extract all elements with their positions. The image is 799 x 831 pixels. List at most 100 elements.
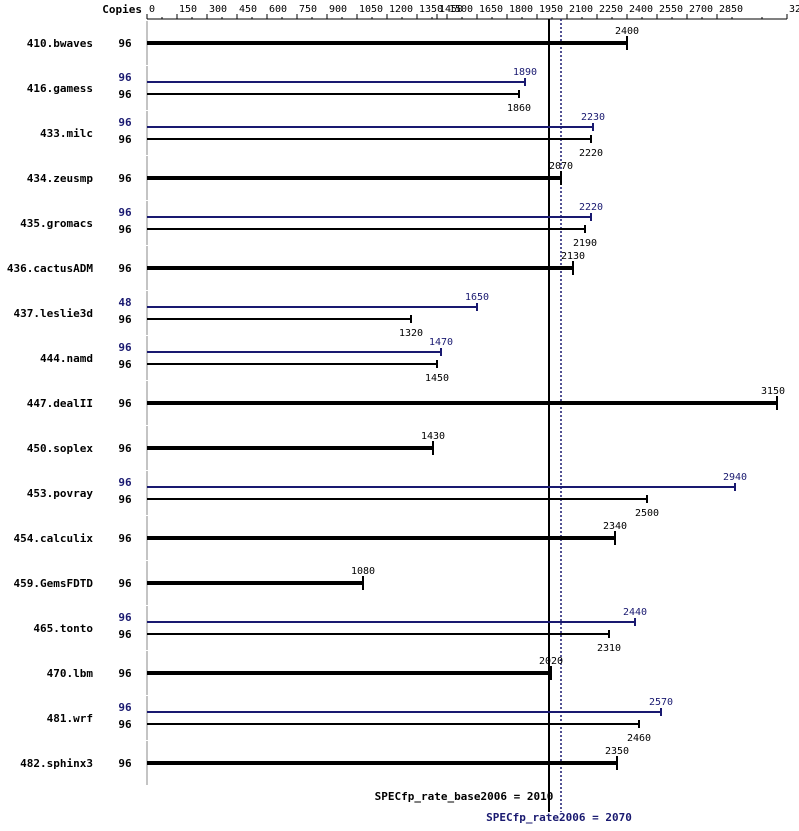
base-value-label: 1860 (507, 103, 531, 114)
base-value-label: 2350 (605, 746, 629, 757)
reference-lines (548, 19, 562, 812)
peak-copies-label: 96 (118, 701, 132, 714)
x-tick-label: 1050 (359, 4, 383, 15)
base-value-label: 3150 (761, 386, 785, 397)
peak-copies-label: 96 (118, 116, 132, 129)
benchmark-name: 482.sphinx3 (20, 757, 93, 770)
benchmark-row: 481.wrf 96 2570 96 2460 (47, 696, 673, 744)
x-tick-label: 2250 (599, 4, 623, 15)
benchmark-name: 465.tonto (33, 622, 93, 635)
benchmark-name: 450.soplex (27, 442, 94, 455)
base-value-label: 1080 (351, 566, 375, 577)
x-tick-label: 1650 (479, 4, 503, 15)
base-value-label: 1450 (425, 373, 449, 384)
benchmark-row: 459.GemsFDTD 96 1080 (14, 561, 375, 605)
base-value-label: 2190 (573, 238, 597, 249)
benchmark-row: 435.gromacs 96 2220 96 2190 (20, 201, 603, 249)
base-value-label: 1320 (399, 328, 423, 339)
benchmark-name: 436.cactusADM (7, 262, 93, 275)
base-copies-label: 96 (118, 532, 132, 545)
copies-header: Copies (102, 3, 142, 16)
base-value-label: 2130 (561, 251, 585, 262)
base-copies-label: 96 (118, 133, 132, 146)
benchmark-row: 433.milc 96 2230 96 2220 (40, 111, 605, 159)
base-value-label: 2460 (627, 733, 651, 744)
base-copies-label: 96 (118, 718, 132, 731)
peak-value-label: 1650 (465, 292, 489, 303)
x-tick-label: 1800 (509, 4, 533, 15)
benchmark-name: 447.dealII (27, 397, 93, 410)
peak-copies-label: 96 (118, 341, 132, 354)
benchmark-name: 416.gamess (27, 82, 93, 95)
base-value-label: 2340 (603, 521, 627, 532)
base-copies-label: 96 (118, 628, 132, 641)
base-value-label: 2070 (549, 161, 573, 172)
benchmark-row: 444.namd 96 1470 96 1450 (40, 336, 453, 384)
base-value-label: 2310 (597, 643, 621, 654)
peak-value-label: 1890 (513, 67, 537, 78)
benchmark-row: 454.calculix 96 2340 (14, 516, 627, 560)
x-tick-label: 1200 (389, 4, 413, 15)
peak-value-label: 1470 (429, 337, 453, 348)
benchmark-name: 410.bwaves (27, 37, 93, 50)
base-summary-label: SPECfp_rate_base2006 = 2010 (375, 790, 554, 803)
base-value-label: 2220 (579, 148, 603, 159)
peak-summary-label: SPECfp_rate2006 = 2070 (486, 811, 632, 824)
base-copies-label: 96 (118, 358, 132, 371)
peak-copies-label: 96 (118, 476, 132, 489)
benchmark-row: 470.lbm 96 2020 (47, 651, 563, 695)
base-value-label: 1430 (421, 431, 445, 442)
base-copies-label: 96 (118, 397, 132, 410)
benchmark-row: 447.dealII 96 3150 (27, 381, 785, 425)
x-tick-label: 2400 (629, 4, 653, 15)
x-tick-label: 1450 (439, 4, 463, 15)
x-tick-label: 3200 (789, 4, 799, 15)
base-copies-label: 96 (118, 577, 132, 590)
peak-value-label: 2220 (579, 202, 603, 213)
benchmark-name: 435.gromacs (20, 217, 93, 230)
benchmark-row: 482.sphinx3 96 2350 (20, 741, 629, 785)
x-tick-label: 2550 (659, 4, 683, 15)
benchmark-row: 416.gamess 96 1890 96 1860 (27, 66, 537, 114)
x-tick-label: 1350 (419, 4, 443, 15)
peak-value-label: 2940 (723, 472, 747, 483)
x-tick-label: 2100 (569, 4, 593, 15)
base-value-label: 2020 (539, 656, 563, 667)
peak-copies-label: 96 (118, 71, 132, 84)
benchmark-name: 444.namd (40, 352, 93, 365)
peak-value-label: 2570 (649, 697, 673, 708)
x-tick-label: 1950 (539, 4, 563, 15)
peak-value-label: 2230 (581, 112, 605, 123)
base-value-label: 2400 (615, 26, 639, 37)
base-copies-label: 96 (118, 88, 132, 101)
benchmark-row: 437.leslie3d 48 1650 96 1320 (14, 291, 489, 339)
base-copies-label: 96 (118, 172, 132, 185)
x-tick-label: 450 (239, 4, 257, 15)
benchmark-row: 450.soplex 96 1430 (27, 426, 445, 470)
benchmark-name: 454.calculix (14, 532, 94, 545)
benchmark-name: 470.lbm (47, 667, 94, 680)
x-tick-label: 0 (149, 4, 155, 15)
x-tick-label: 300 (209, 4, 227, 15)
benchmark-row: 436.cactusADM 96 2130 (7, 246, 585, 290)
base-copies-label: 96 (118, 313, 132, 326)
base-copies-label: 96 (118, 757, 132, 770)
benchmark-name: 453.povray (27, 487, 94, 500)
benchmark-name: 433.milc (40, 127, 93, 140)
benchmark-name: 434.zeusmp (27, 172, 94, 185)
x-tick-label: 2850 (719, 4, 743, 15)
x-tick-label: 1500 (449, 4, 473, 15)
x-tick-label: 900 (329, 4, 347, 15)
base-copies-label: 96 (118, 667, 132, 680)
base-copies-label: 96 (118, 493, 132, 506)
benchmark-name: 437.leslie3d (14, 307, 93, 320)
x-tick-label: 600 (269, 4, 287, 15)
base-value-label: 2500 (635, 508, 659, 519)
base-copies-label: 96 (118, 262, 132, 275)
x-tick-label: 750 (299, 4, 317, 15)
peak-copies-label: 96 (118, 206, 132, 219)
x-tick-label: 2700 (689, 4, 713, 15)
benchmark-row: 453.povray 96 2940 96 2500 (27, 471, 747, 519)
